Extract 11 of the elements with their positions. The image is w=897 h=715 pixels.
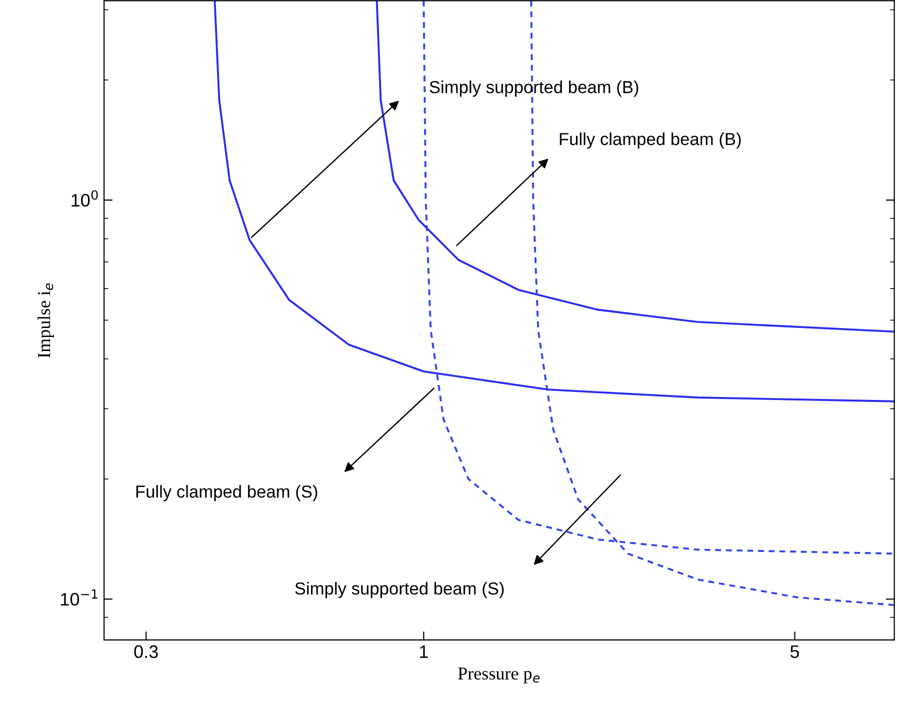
annotation: Fully clamped beam (B) — [560, 132, 741, 149]
annotation: Fully clamped beam (S) — [136, 485, 318, 502]
x-axis-title: Pressure p$_{e}$ — [458, 668, 540, 684]
y-axis-title: Impulse i$_{e}$ — [37, 283, 54, 358]
y-tick-label: 10$^{0}$ — [72, 190, 98, 207]
y-tick-label: 10$^{−1}$ — [61, 589, 98, 606]
x-tick-label: 1 — [420, 645, 428, 658]
annotation: Simply supported beam (S) — [295, 582, 504, 598]
annotation: Simply supported beam (B) — [430, 80, 638, 97]
x-tick-label: 0.3 — [134, 645, 158, 658]
x-tick-label: 5 — [790, 645, 800, 658]
